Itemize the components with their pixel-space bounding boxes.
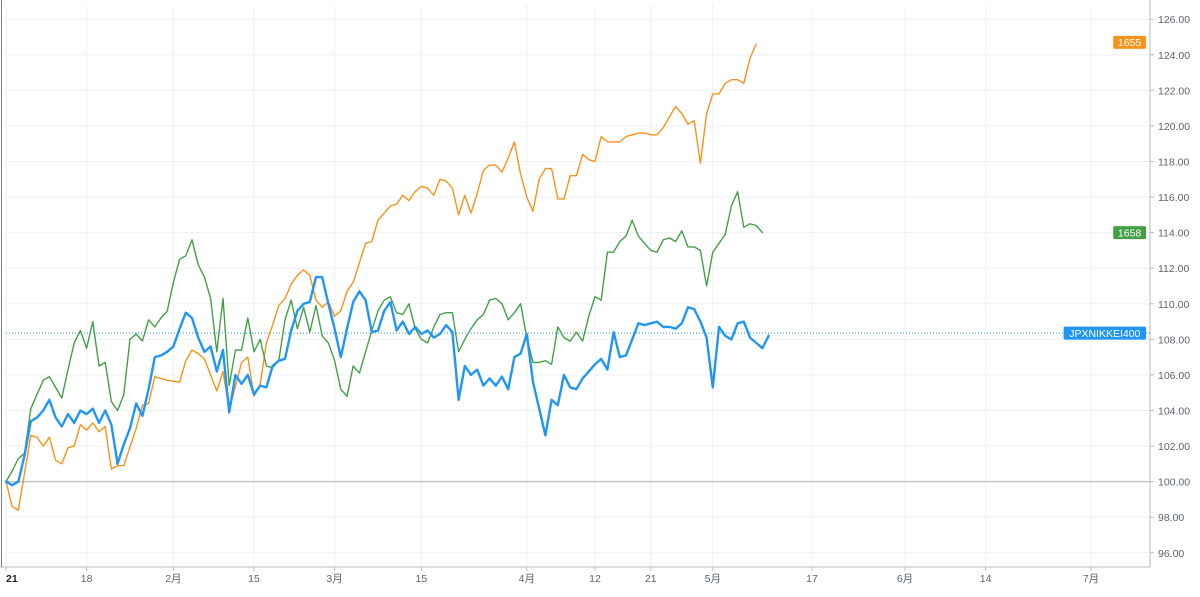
y-tick-label: 100.00 xyxy=(1158,477,1190,489)
x-grid xyxy=(5,5,1092,571)
y-tick-label: 126.00 xyxy=(1158,14,1190,26)
y-tick-label: 122.00 xyxy=(1158,85,1190,97)
y-grid xyxy=(6,18,1154,554)
series-line-jpxnikkei400[interactable] xyxy=(4,275,770,487)
y-tick-label: 106.00 xyxy=(1158,370,1190,382)
y-tick-label: 112.00 xyxy=(1158,263,1189,275)
x-tick-label: 18 xyxy=(81,573,93,585)
x-tick-label: 15 xyxy=(416,573,428,585)
x-tick-label: 7月 xyxy=(1083,573,1099,585)
y-tick-label: 118.00 xyxy=(1158,157,1189,169)
x-tick-label: 14 xyxy=(980,573,992,585)
x-tick-label: 6月 xyxy=(897,573,913,585)
series-value-label-bg xyxy=(1113,35,1146,49)
series-line-1655[interactable] xyxy=(5,43,757,511)
series-value-label-bg xyxy=(1063,326,1146,340)
y-tick-label: 120.00 xyxy=(1158,121,1190,133)
x-tick-label: 4月 xyxy=(519,573,535,585)
series-group xyxy=(4,43,770,511)
y-tick-label: 116.00 xyxy=(1158,192,1189,204)
series-line-1658[interactable] xyxy=(5,191,764,483)
x-tick-label: 17 xyxy=(806,573,818,585)
y-tick-label: 108.00 xyxy=(1158,334,1190,346)
x-tick-label: 2月 xyxy=(165,573,181,585)
y-tick-label: 114.00 xyxy=(1158,228,1189,240)
y-tick-label: 104.00 xyxy=(1158,405,1190,417)
y-tick-label: 110.00 xyxy=(1158,299,1189,311)
y-tick-label: 98.00 xyxy=(1158,512,1184,524)
x-tick-label: 5月 xyxy=(705,573,721,585)
y-tick-label: 102.00 xyxy=(1158,441,1190,453)
x-tick-label: 12 xyxy=(589,573,601,585)
series-value-label: 1658 xyxy=(1118,227,1142,239)
x-tick-label: 21 xyxy=(6,573,18,585)
x-tick-label: 21 xyxy=(645,573,657,585)
value-labels: 1655 1658 JPXNIKKEI400 xyxy=(1063,35,1146,340)
x-axis-labels: 21 18 2月 15 3月 15 4月 12 21 5月 17 6月 14 7月 xyxy=(6,573,1099,585)
x-tick-label: 3月 xyxy=(326,573,342,585)
x-tick-label: 15 xyxy=(248,573,260,585)
y-tick-label: 124.00 xyxy=(1158,50,1190,62)
series-value-label-bg xyxy=(1113,226,1146,240)
series-value-label: 1655 xyxy=(1118,37,1142,49)
y-axis-labels: 96.00 98.00 100.00 102.00 104.00 106.00 108.00… xyxy=(1158,14,1190,560)
series-value-label: JPXNIKKEI400 xyxy=(1069,328,1140,340)
y-tick-label: 96.00 xyxy=(1158,548,1184,560)
